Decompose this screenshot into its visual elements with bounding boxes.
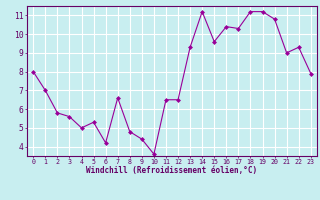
- X-axis label: Windchill (Refroidissement éolien,°C): Windchill (Refroidissement éolien,°C): [86, 166, 258, 175]
